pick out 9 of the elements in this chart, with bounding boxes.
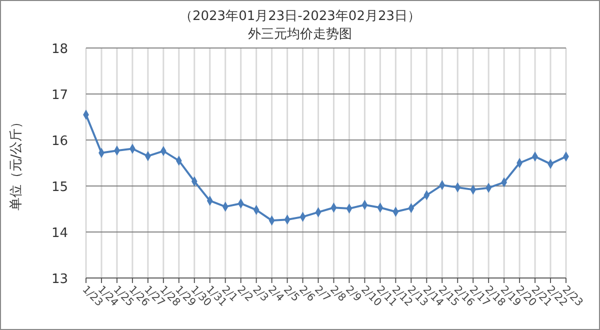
y-tick-label: 18	[51, 42, 68, 57]
chart-subtitle: 外三元均价走势图	[248, 27, 352, 42]
y-tick-label: 15	[51, 180, 68, 195]
y-tick-label: 16	[51, 134, 68, 149]
y-tick-label: 14	[51, 226, 68, 241]
y-axis-title: 单位（元/公斤）	[9, 115, 24, 211]
chart-title: （2023年01月23日-2023年02月23日）	[179, 9, 421, 24]
y-tick-label: 17	[51, 88, 68, 103]
y-tick-label: 13	[51, 272, 68, 287]
